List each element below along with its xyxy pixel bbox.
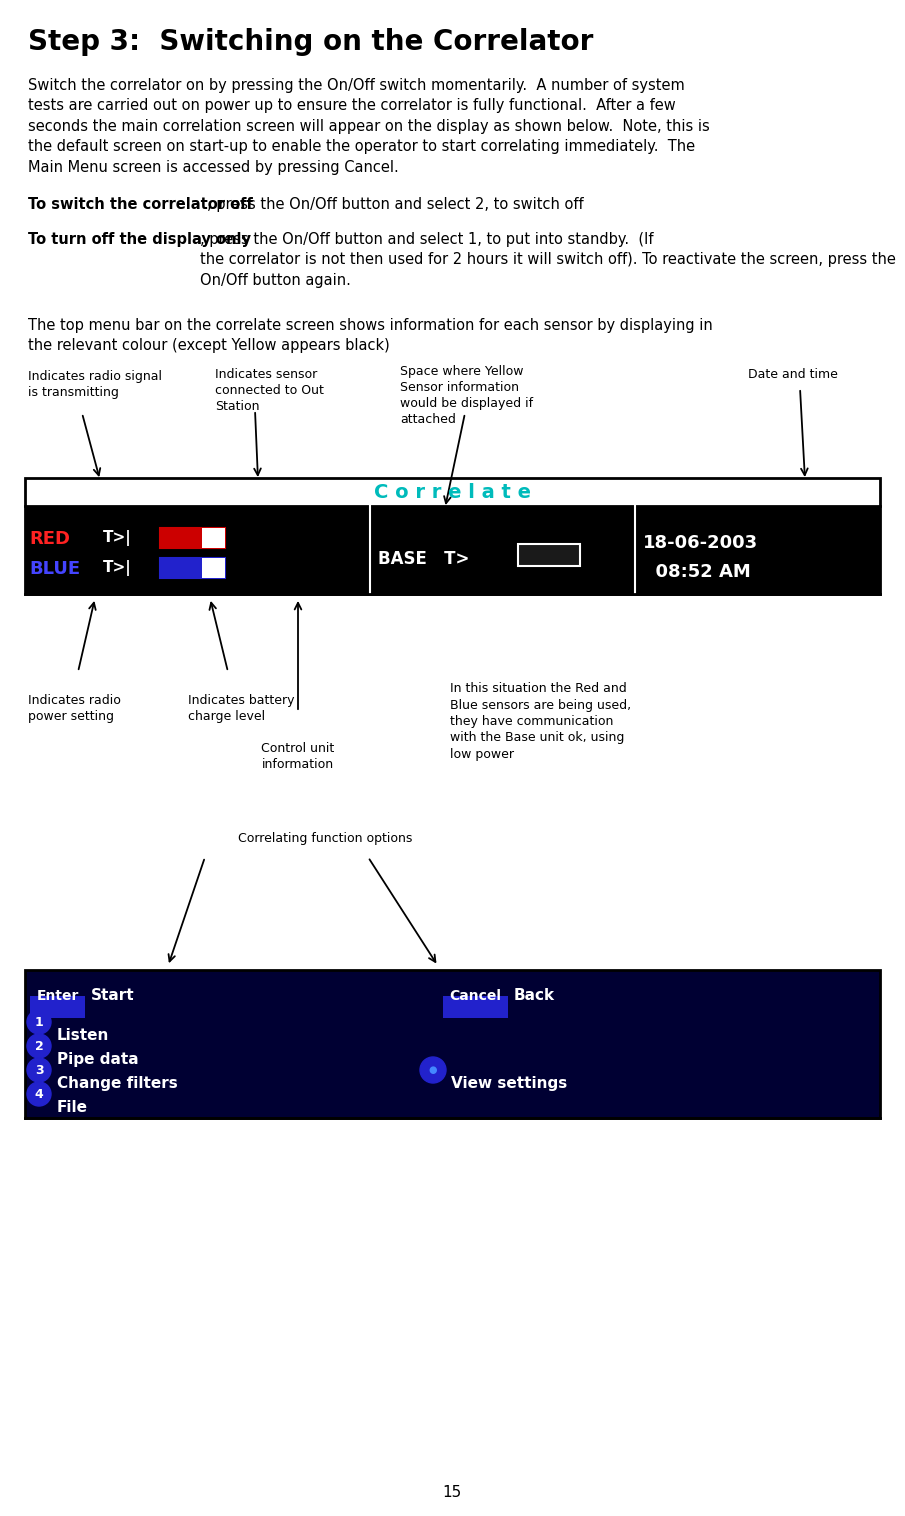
Text: To switch the correlator off: To switch the correlator off: [28, 197, 252, 212]
Bar: [443, 996, 508, 1019]
Bar: [202, 558, 225, 578]
Circle shape: [27, 1058, 51, 1082]
Text: BASE   T>: BASE T>: [378, 550, 470, 568]
Text: 2: 2: [34, 1040, 43, 1052]
Text: T>|: T>|: [103, 531, 132, 546]
Bar: [518, 544, 580, 565]
Text: View settings: View settings: [451, 1076, 567, 1092]
Circle shape: [27, 1034, 51, 1058]
Text: Step 3:  Switching on the Correlator: Step 3: Switching on the Correlator: [28, 27, 594, 56]
Text: Date and time: Date and time: [748, 368, 838, 381]
Text: File: File: [57, 1101, 88, 1114]
Text: The top menu bar on the correlate screen shows information for each sensor by di: The top menu bar on the correlate screen…: [28, 318, 713, 353]
Text: Space where Yellow
Sensor information
would be displayed if
attached: Space where Yellow Sensor information wo…: [400, 365, 533, 426]
Text: Correlating function options: Correlating function options: [238, 832, 413, 844]
Text: To turn off the display only: To turn off the display only: [28, 232, 251, 247]
Text: Back: Back: [514, 988, 555, 1004]
Text: Indicates radio
power setting: Indicates radio power setting: [28, 694, 121, 723]
Text: Indicates radio signal
is transmitting: Indicates radio signal is transmitting: [28, 370, 162, 399]
Text: ●: ●: [429, 1066, 437, 1075]
Text: Pipe data: Pipe data: [57, 1052, 138, 1067]
Text: Switch the correlator on by pressing the On/Off switch momentarily.  A number of: Switch the correlator on by pressing the…: [28, 77, 710, 174]
Text: T>|: T>|: [103, 559, 132, 576]
Text: Enter: Enter: [36, 988, 79, 1004]
Circle shape: [27, 1010, 51, 1034]
Text: Change filters: Change filters: [57, 1076, 177, 1092]
Bar: [30, 996, 85, 1019]
Text: , press the On/Off button and select 1, to put into standby.  (If
the correlator: , press the On/Off button and select 1, …: [200, 232, 896, 288]
Bar: [202, 528, 225, 547]
Text: 3: 3: [34, 1064, 43, 1076]
Bar: [25, 970, 880, 1117]
Text: 4: 4: [34, 1087, 43, 1101]
Text: Indicates battery
charge level: Indicates battery charge level: [188, 694, 294, 723]
Text: Control unit
information: Control unit information: [262, 741, 335, 772]
Text: Listen: Listen: [57, 1028, 110, 1043]
Text: , press the On/Off button and select 2, to switch off: , press the On/Off button and select 2, …: [207, 197, 584, 212]
Text: Cancel: Cancel: [450, 988, 501, 1004]
Text: Start: Start: [91, 988, 135, 1004]
Text: Indicates sensor
connected to Out
Station: Indicates sensor connected to Out Statio…: [215, 368, 324, 412]
Text: C o r r e l a t e: C o r r e l a t e: [374, 482, 531, 502]
Bar: [25, 506, 880, 594]
Text: RED: RED: [29, 531, 70, 547]
Text: In this situation the Red and
Blue sensors are being used,
they have communicati: In this situation the Red and Blue senso…: [450, 682, 631, 761]
Circle shape: [420, 1057, 446, 1082]
Bar: [160, 528, 225, 547]
Text: 1: 1: [34, 1016, 43, 1028]
Bar: [25, 478, 880, 594]
Bar: [160, 558, 225, 578]
Text: 08:52 AM: 08:52 AM: [643, 562, 751, 581]
Text: 18-06-2003: 18-06-2003: [643, 534, 758, 552]
Circle shape: [27, 1082, 51, 1107]
Text: BLUE: BLUE: [29, 559, 81, 578]
Text: 15: 15: [443, 1486, 462, 1499]
